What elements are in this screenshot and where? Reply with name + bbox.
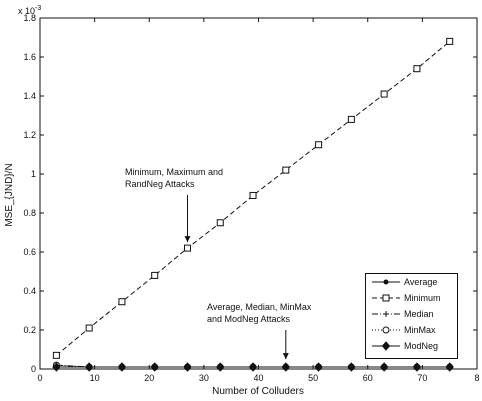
legend-marker xyxy=(383,311,389,317)
point-minimum xyxy=(347,115,355,123)
series-minimum xyxy=(52,37,454,359)
legend-item-modneg: ModNeg xyxy=(366,338,457,354)
point-minimum xyxy=(216,219,224,227)
point-minimum xyxy=(85,324,93,332)
legend-label: Average xyxy=(404,277,438,287)
annotation-text: Minimum, Maximum and xyxy=(125,167,223,177)
legend-label: MinMax xyxy=(404,325,436,335)
legend-symbol xyxy=(372,294,400,302)
point-minimum xyxy=(282,166,290,174)
legend-marker xyxy=(383,279,389,285)
point-minimum xyxy=(118,298,126,306)
annotation-text: Average, Median, MinMax xyxy=(207,302,312,312)
legend-label: ModNeg xyxy=(404,341,439,351)
x-tick-label: 20 xyxy=(144,373,154,383)
legend-label: Median xyxy=(404,309,434,319)
x-tick-label: 30 xyxy=(199,373,209,383)
point-minimum xyxy=(413,65,421,73)
series-modneg xyxy=(52,362,454,372)
point-modneg xyxy=(117,362,127,372)
point-modneg xyxy=(52,362,61,372)
annotations: Minimum, Maximum and RandNeg Attacks Avera… xyxy=(125,167,312,360)
legend-symbol xyxy=(372,279,400,285)
point-minimum xyxy=(52,351,60,359)
series-group xyxy=(52,37,454,372)
annotation-arrowhead xyxy=(282,353,289,360)
legend-symbol xyxy=(372,341,400,351)
point-modneg xyxy=(216,362,225,372)
y-exponent-label: x 10-3 xyxy=(18,5,41,16)
x-tick-label: 8 xyxy=(474,373,479,383)
legend-symbol xyxy=(372,326,400,334)
y-axis: 0 0.2 0.4 0.6 0.8 1 1.2 1.4 1.6 1.8 xyxy=(23,13,477,374)
point-modneg xyxy=(347,362,356,372)
legend-item-average: Average xyxy=(366,274,457,290)
point-modneg xyxy=(248,362,258,372)
x-tick-label: 10 xyxy=(90,373,100,383)
point-modneg xyxy=(445,362,454,372)
annotation-text: and ModNeg Attacks xyxy=(207,314,291,324)
point-modneg xyxy=(379,362,389,372)
y-tick-label: 1.8 xyxy=(23,13,36,23)
point-minimum xyxy=(249,191,257,199)
y-tick-label: 0.6 xyxy=(23,247,36,257)
x-tick-label: 40 xyxy=(253,373,263,383)
x-tick-label: 50 xyxy=(308,373,318,383)
point-minimum xyxy=(315,141,323,149)
legend-item-minmax: MinMax xyxy=(366,322,457,338)
y-tick-label: 1.2 xyxy=(23,130,36,140)
legend-label: Minimum xyxy=(404,293,441,303)
point-modneg xyxy=(314,362,323,372)
legend-symbol xyxy=(372,311,400,317)
legend-marker xyxy=(381,341,391,351)
y-tick-label: 0.8 xyxy=(23,208,36,218)
point-minimum xyxy=(151,271,159,279)
x-axis: 0 10 20 30 40 50 60 70 8 xyxy=(37,18,480,383)
x-tick-label: 0 xyxy=(37,373,42,383)
y-tick-label: 1 xyxy=(31,169,36,179)
annotation-arrowhead xyxy=(184,236,191,243)
x-tick-label: 70 xyxy=(417,373,427,383)
annotation-text: RandNeg Attacks xyxy=(125,179,195,189)
legend: Average Minimum Median MinMax ModNeg xyxy=(365,273,458,359)
legend-item-median: Median xyxy=(366,306,457,322)
y-axis-label: MSE_{JND}/N xyxy=(4,163,15,226)
point-modneg xyxy=(412,362,422,372)
y-tick-label: 0 xyxy=(31,364,36,374)
legend-marker xyxy=(382,294,390,302)
point-modneg xyxy=(281,362,290,372)
x-axis-label: Number of Colluders xyxy=(212,386,304,397)
y-tick-label: 0.2 xyxy=(23,325,36,335)
y-tick-label: 1.6 xyxy=(23,52,36,62)
legend-marker xyxy=(382,326,390,334)
point-minimum xyxy=(446,37,454,45)
point-minimum xyxy=(183,244,191,252)
point-minimum xyxy=(380,90,388,98)
x-tick-label: 60 xyxy=(363,373,373,383)
point-modneg xyxy=(150,362,159,372)
point-modneg xyxy=(84,362,94,372)
point-modneg xyxy=(183,362,192,372)
y-tick-label: 1.4 xyxy=(23,91,36,101)
legend-item-minimum: Minimum xyxy=(366,290,457,306)
y-tick-label: 0.4 xyxy=(23,286,36,296)
